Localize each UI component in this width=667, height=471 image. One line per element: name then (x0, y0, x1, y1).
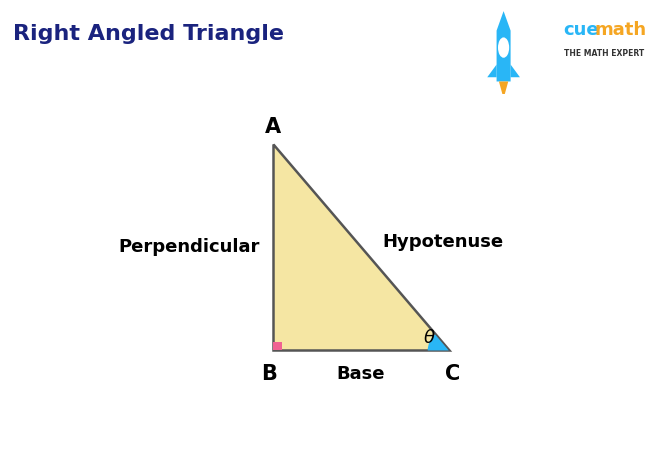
Polygon shape (273, 144, 449, 350)
Text: Right Angled Triangle: Right Angled Triangle (13, 24, 284, 43)
Text: cue: cue (564, 21, 599, 39)
Text: THE MATH EXPERT: THE MATH EXPERT (564, 49, 644, 58)
Polygon shape (499, 81, 508, 98)
Text: C: C (445, 364, 460, 384)
Text: math: math (595, 21, 647, 39)
Text: Hypotenuse: Hypotenuse (382, 233, 503, 251)
Wedge shape (428, 334, 449, 350)
Text: Base: Base (337, 365, 385, 383)
Polygon shape (511, 65, 520, 77)
Text: B: B (261, 364, 277, 384)
Polygon shape (487, 65, 496, 77)
Bar (273, 342, 281, 350)
Text: A: A (265, 117, 281, 138)
Circle shape (498, 37, 509, 58)
Polygon shape (496, 11, 511, 81)
Text: Perpendicular: Perpendicular (118, 238, 259, 256)
Text: θ: θ (424, 329, 434, 347)
